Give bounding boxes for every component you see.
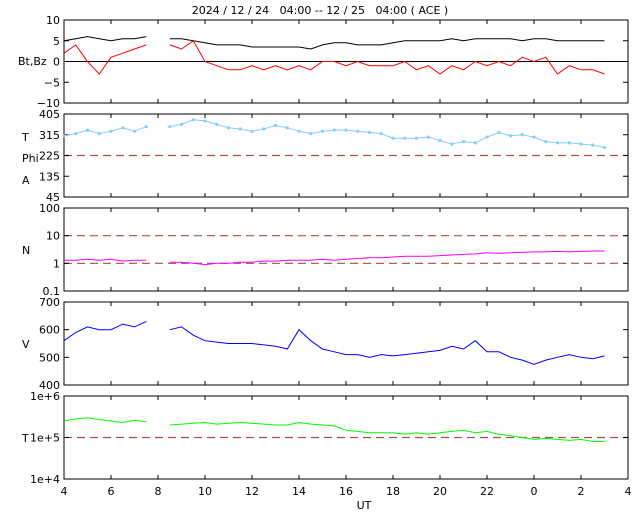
series-point-theta_phi — [379, 131, 383, 136]
y-tick-label-density-3: 0.1 — [43, 285, 61, 298]
series-point-theta_phi — [497, 130, 501, 135]
series-point-theta_phi — [273, 123, 278, 128]
series-point-theta_phi — [74, 131, 78, 136]
series-point-theta_phi — [555, 141, 560, 145]
series-point-theta_phi — [144, 125, 148, 129]
series-point-theta_phi — [191, 118, 195, 122]
y-tick-label-theta_phi-0: 405 — [39, 108, 60, 121]
panel-frame-speed — [63, 301, 629, 386]
series-line-speed — [63, 320, 605, 365]
x-tick-label-10: 0 — [531, 485, 538, 498]
series-point-theta_phi — [532, 135, 536, 139]
series-point-theta_phi — [320, 129, 325, 133]
series-point-theta_phi — [168, 125, 172, 129]
y-axis-label-theta_phi-0: T — [21, 131, 29, 144]
y-axis-label-bt_bz-0: Bt,Bz — [18, 55, 47, 68]
y-tick-label-temperature-1: 1e+5 — [30, 432, 60, 445]
series-point-theta_phi — [602, 145, 607, 150]
x-tick-label-8: 20 — [433, 485, 447, 498]
series-point-theta_phi — [262, 127, 266, 131]
series-point-theta_phi — [544, 140, 548, 144]
y-tick-label-bt_bz-4: −10 — [37, 97, 60, 110]
x-tick-label-1: 6 — [108, 485, 115, 498]
series-point-theta_phi — [97, 131, 101, 136]
x-tick-label-4: 12 — [245, 485, 259, 498]
x-tick-label-5: 14 — [292, 485, 306, 498]
chart-title: 2024 / 12 / 24 04:00 -- 12 / 25 04:00 ( … — [191, 4, 449, 17]
series-point-theta_phi — [579, 142, 583, 146]
series-line-temperature — [63, 417, 605, 442]
series-point-theta_phi — [508, 134, 513, 138]
series-point-theta_phi — [309, 131, 313, 136]
series-point-theta_phi — [85, 128, 90, 132]
y-tick-label-bt_bz-0: 10 — [46, 14, 60, 27]
series-point-theta_phi — [238, 127, 242, 131]
series-point-theta_phi — [203, 119, 207, 123]
y-tick-label-speed-0: 700 — [39, 296, 60, 309]
y-tick-label-density-2: 1 — [53, 257, 60, 270]
series-point-theta_phi — [356, 129, 360, 133]
series-line-density — [64, 250, 605, 266]
y-axis-label-temperature-0: T — [21, 432, 29, 445]
x-tick-label-11: 2 — [578, 485, 585, 498]
series-point-theta_phi — [297, 129, 301, 133]
y-tick-label-temperature-2: 1e+4 — [30, 473, 60, 486]
series-point-theta_phi — [332, 128, 336, 132]
y-tick-label-density-1: 10 — [46, 230, 60, 243]
y-tick-label-bt_bz-1: 5 — [53, 35, 60, 48]
y-tick-label-temperature-0: 1e+6 — [30, 390, 60, 403]
x-tick-label-9: 22 — [480, 485, 494, 498]
x-tick-label-0: 4 — [61, 485, 68, 498]
series-point-theta_phi — [62, 134, 66, 138]
x-tick-label-6: 16 — [339, 485, 353, 498]
y-axis-label-theta_phi-1: Phi — [22, 152, 39, 165]
y-tick-label-theta_phi-3: 135 — [39, 170, 60, 183]
series-point-theta_phi — [485, 135, 489, 139]
series-point-theta_phi — [391, 136, 395, 140]
series-point-theta_phi — [426, 135, 430, 139]
series-point-theta_phi — [438, 138, 442, 143]
series-line-bt_bz — [63, 36, 605, 50]
series-point-theta_phi — [473, 141, 477, 145]
panel-frame-density — [63, 207, 629, 292]
y-tick-label-bt_bz-3: −5 — [44, 76, 60, 89]
y-tick-label-bt_bz-2: 0 — [53, 56, 60, 69]
series-point-theta_phi — [121, 126, 125, 130]
x-tick-label-3: 10 — [198, 485, 212, 498]
series-point-theta_phi — [461, 140, 466, 144]
y-tick-label-theta_phi-1: 315 — [39, 129, 60, 142]
series-point-theta_phi — [109, 129, 113, 133]
series-point-theta_phi — [226, 126, 231, 130]
y-tick-label-theta_phi-4: 45 — [46, 191, 60, 204]
y-tick-label-density-0: 100 — [39, 202, 60, 215]
series-point-theta_phi — [250, 129, 254, 133]
series-point-theta_phi — [414, 136, 419, 140]
series-point-theta_phi — [367, 130, 372, 135]
y-tick-label-speed-3: 400 — [39, 379, 60, 392]
series-point-theta_phi — [567, 141, 571, 145]
y-axis-label-density-0: N — [22, 244, 30, 257]
series-point-theta_phi — [179, 122, 184, 126]
y-tick-label-speed-1: 600 — [39, 324, 60, 337]
x-tick-label-12: 4 — [625, 485, 632, 498]
series-point-theta_phi — [450, 142, 454, 146]
series-point-theta_phi — [285, 126, 289, 130]
y-axis-label-speed-0: V — [22, 338, 30, 351]
x-axis-label: UT — [357, 499, 372, 512]
series-point-theta_phi — [591, 143, 595, 147]
x-tick-label-2: 8 — [155, 485, 162, 498]
y-tick-label-theta_phi-2: 225 — [39, 150, 60, 163]
series-point-theta_phi — [403, 136, 407, 140]
series-line-theta_phi — [63, 119, 605, 148]
series-point-theta_phi — [132, 129, 137, 133]
series-line-bt_bz — [63, 40, 605, 75]
x-tick-label-7: 18 — [386, 485, 400, 498]
y-axis-label-theta_phi-2: A — [22, 174, 30, 187]
series-point-theta_phi — [520, 133, 524, 137]
y-tick-label-speed-2: 500 — [39, 351, 60, 364]
series-point-theta_phi — [344, 128, 348, 132]
series-point-theta_phi — [215, 122, 219, 126]
